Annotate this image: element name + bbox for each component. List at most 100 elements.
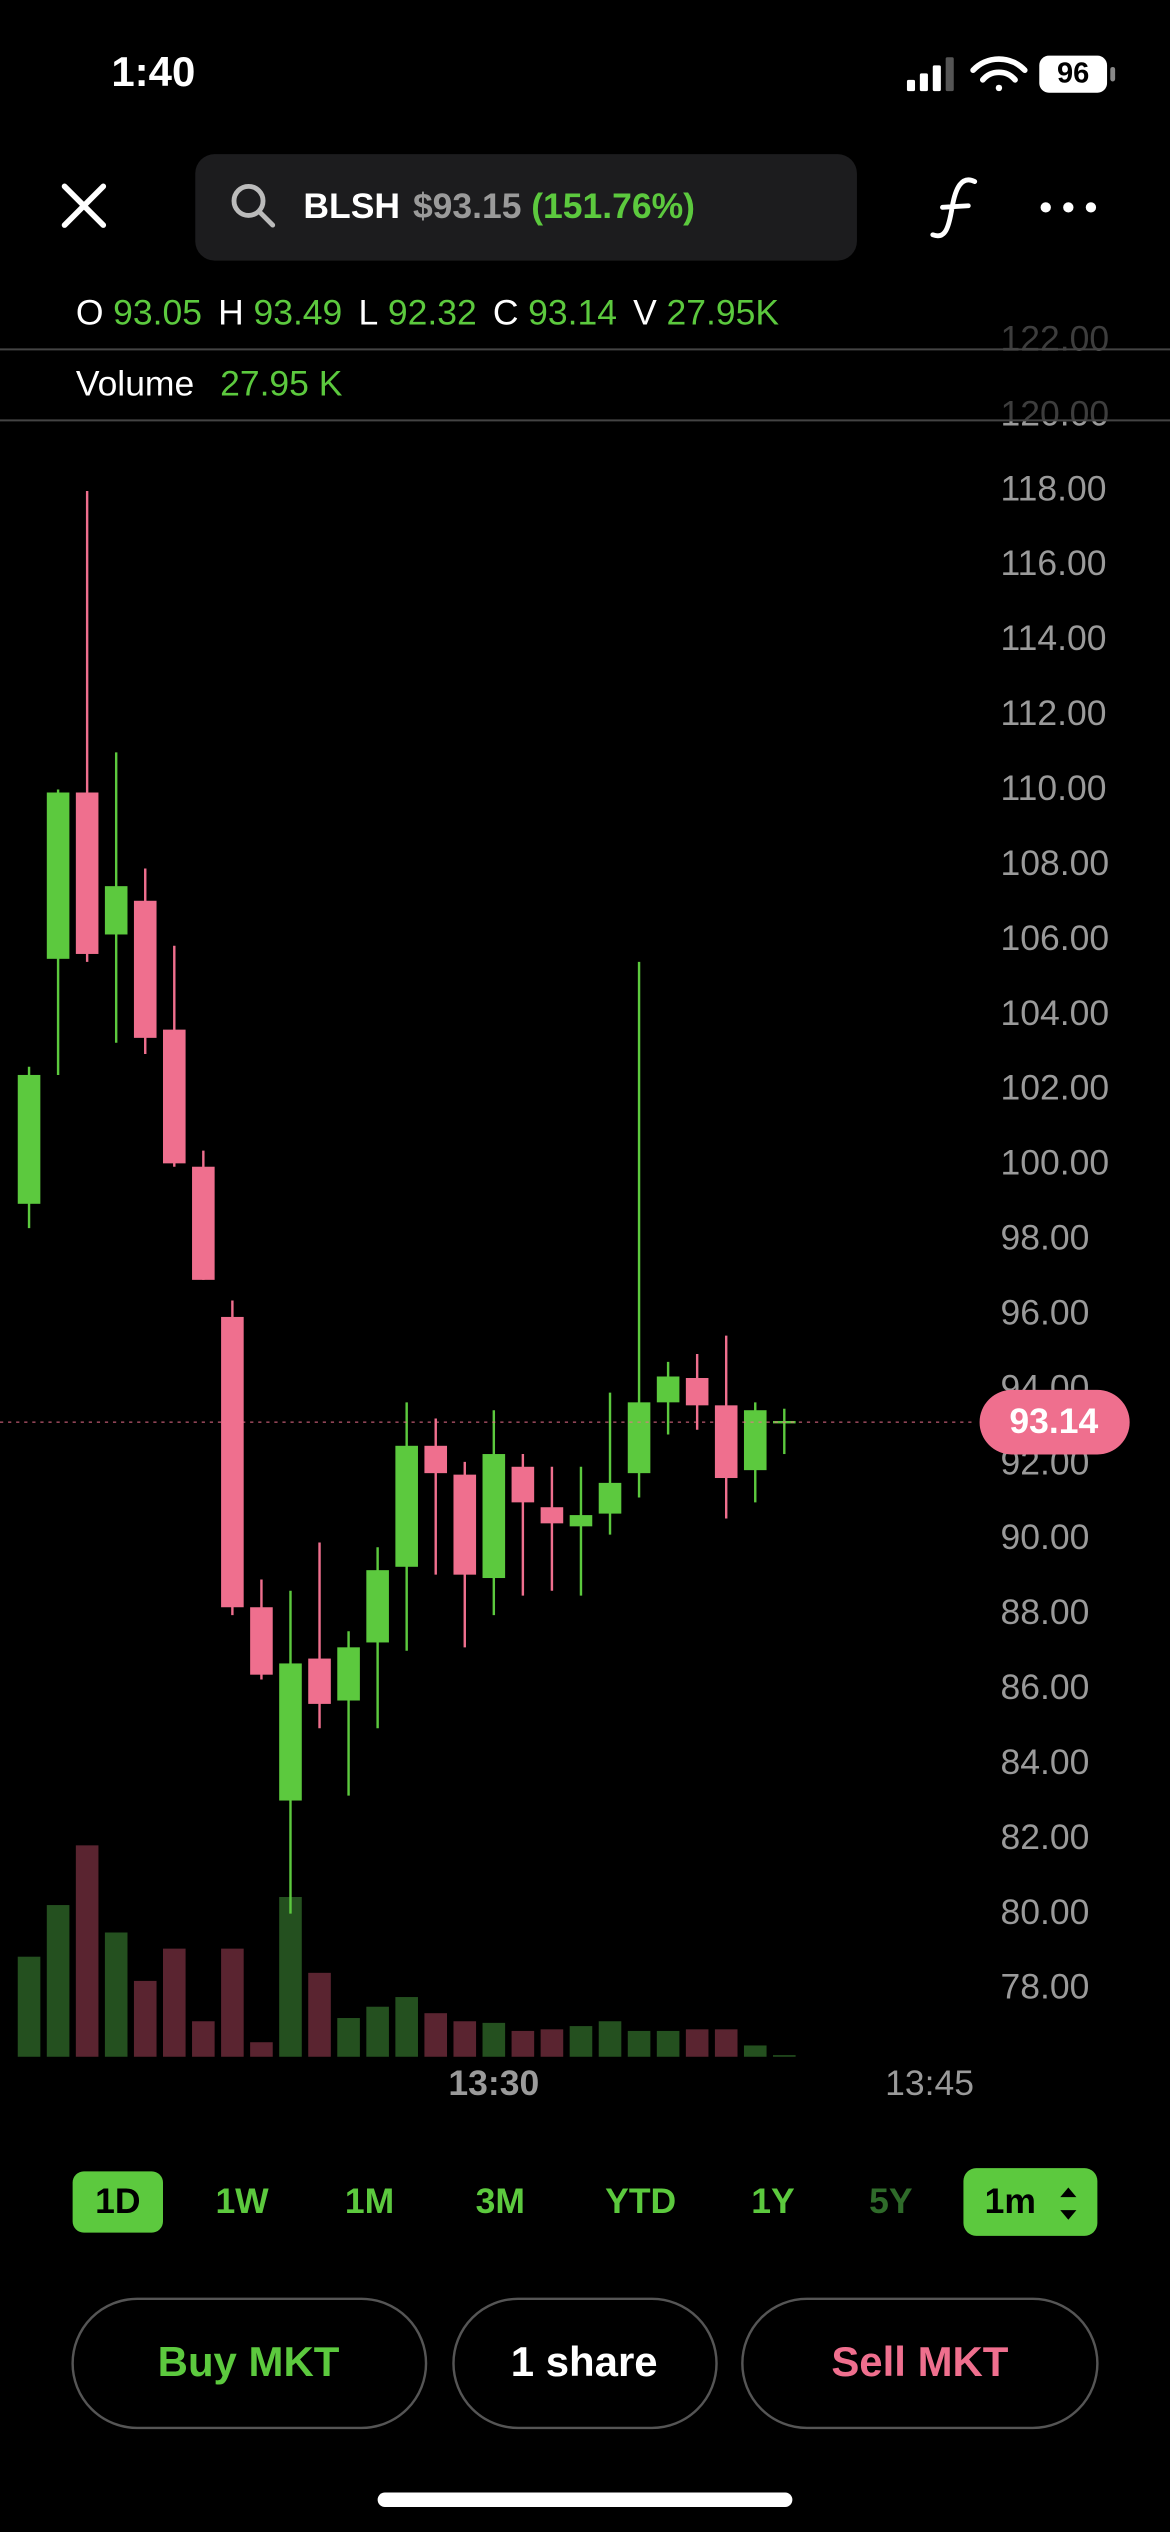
- quantity-label: 1 share: [511, 2338, 658, 2385]
- buy-button[interactable]: [71, 2297, 428, 2430]
- volume-bar: [162, 1948, 186, 2057]
- price: $93.15: [413, 186, 522, 226]
- y-tick-label: 106.00: [1001, 918, 1110, 958]
- y-tick-label: 108.00: [1001, 843, 1110, 883]
- volume-bar: [104, 1932, 128, 2057]
- battery-icon: 96: [1039, 55, 1116, 93]
- y-tick-label: 116.00: [1001, 543, 1107, 583]
- x-tick-label: 13:45: [885, 2063, 974, 2103]
- ohlc-label: O: [76, 293, 104, 333]
- candle-body: [366, 1570, 389, 1643]
- candle-body: [75, 792, 99, 954]
- ohlc-label: C: [493, 293, 519, 333]
- search-box[interactable]: [195, 154, 857, 261]
- sell-button[interactable]: [741, 2297, 1099, 2430]
- candle-body: [308, 1658, 331, 1704]
- candle-body: [743, 1410, 767, 1471]
- volume-bar: [279, 1896, 302, 2057]
- ohlc-value: 93.49: [253, 293, 342, 333]
- volume-bar: [17, 1956, 41, 2057]
- range-option[interactable]: 1W: [215, 2181, 269, 2221]
- volume-bar: [192, 2021, 215, 2057]
- y-tick-label: 96.00: [1001, 1292, 1090, 1332]
- y-tick-label: 114.00: [1001, 618, 1107, 658]
- home-indicator: [377, 2492, 793, 2508]
- candle-body: [685, 1377, 709, 1406]
- clock: 1:40: [111, 48, 195, 95]
- change: (151.76%): [531, 186, 695, 226]
- y-tick-label: 86.00: [1001, 1667, 1090, 1707]
- ohlc-value: 92.32: [388, 293, 477, 333]
- close-button[interactable]: [61, 183, 107, 228]
- volume-bar: [773, 2055, 796, 2057]
- volume-bar: [598, 2021, 622, 2057]
- y-tick-label: 84.00: [1001, 1742, 1090, 1782]
- volume-bar: [308, 1972, 331, 2057]
- candle-body: [162, 1029, 186, 1164]
- y-tick-label: 102.00: [1001, 1068, 1110, 1108]
- candle-body: [46, 792, 70, 959]
- volume-bar: [511, 2030, 535, 2057]
- interval: 1m: [985, 2181, 1036, 2221]
- candle-body: [569, 1515, 593, 1527]
- range-option[interactable]: 5Y: [869, 2181, 913, 2221]
- indicators-button[interactable]: [930, 177, 978, 239]
- volume-label: Volume: [76, 364, 194, 404]
- range-option[interactable]: YTD: [605, 2181, 676, 2221]
- symbol: BLSH: [303, 186, 400, 226]
- buy-label: Buy MKT: [158, 2338, 340, 2385]
- y-tick-label: 112.00: [1001, 693, 1107, 733]
- x-tick-label: 13:30: [448, 2063, 539, 2103]
- candle-body: [104, 886, 128, 935]
- candle-body: [250, 1607, 273, 1675]
- ohlc-value: 93.14: [528, 293, 617, 333]
- range-option[interactable]: 1Y: [751, 2181, 795, 2221]
- interval-arrows: [1060, 2187, 1077, 2220]
- y-tick-label: 104.00: [1001, 993, 1110, 1033]
- y-tick-label: 88.00: [1001, 1592, 1090, 1632]
- more-button[interactable]: [1040, 202, 1097, 213]
- y-tick-label: 118.00: [1001, 468, 1107, 508]
- candle-body: [598, 1482, 622, 1514]
- ohlc-text: O 93.05 H 93.49 L 92.32 C 93.14 V 27.95K: [76, 293, 780, 333]
- volume-bar: [453, 2021, 477, 2057]
- y-tick-label: 82.00: [1001, 1817, 1090, 1857]
- candle-body: [424, 1445, 448, 1474]
- volume-bar: [250, 2042, 273, 2057]
- volume-bar: [75, 1845, 99, 2057]
- candle-body: [395, 1445, 418, 1567]
- volume-bar: [133, 1980, 157, 2057]
- volume-bar: [627, 2030, 651, 2057]
- interval-button[interactable]: [963, 2168, 1098, 2236]
- volume-bar: [714, 2029, 738, 2057]
- volume-bar: [424, 2013, 448, 2057]
- battery-level: 96: [1057, 58, 1089, 90]
- range-selector: 1D 1W 1M 3M YTD 1Y 5Y: [72, 2171, 913, 2233]
- volume-bar: [395, 1997, 418, 2057]
- candle-body: [133, 900, 157, 1038]
- y-tick-label: 98.00: [1001, 1218, 1090, 1258]
- volume-bar: [337, 2018, 360, 2057]
- last-price-pill: [979, 1389, 1130, 1455]
- y-tick-label: 78.00: [1001, 1967, 1090, 2007]
- range-option[interactable]: 3M: [476, 2181, 525, 2221]
- y-tick-label: 110.00: [1001, 768, 1107, 808]
- chart: 78.0080.0082.0084.0086.0088.0090.0092.00…: [0, 318, 1130, 2103]
- last-price-label: 93.14: [1009, 1401, 1098, 1441]
- range-selected: [72, 2171, 163, 2233]
- range-option[interactable]: 1M: [345, 2181, 394, 2221]
- candle-body: [453, 1474, 477, 1575]
- quantity-button[interactable]: [452, 2297, 718, 2430]
- volume-bar: [656, 2030, 680, 2057]
- volume-bar: [743, 2045, 767, 2057]
- volume-bar: [46, 1905, 70, 2057]
- ohlc-value: 93.05: [113, 293, 202, 333]
- search-icon: [231, 183, 276, 228]
- signal-icon: [906, 57, 954, 92]
- sell-label: Sell MKT: [831, 2338, 1008, 2385]
- ohlc-value: 27.95K: [667, 293, 780, 333]
- range-option[interactable]: 1D: [95, 2181, 140, 2221]
- volume-bar: [221, 1948, 244, 2057]
